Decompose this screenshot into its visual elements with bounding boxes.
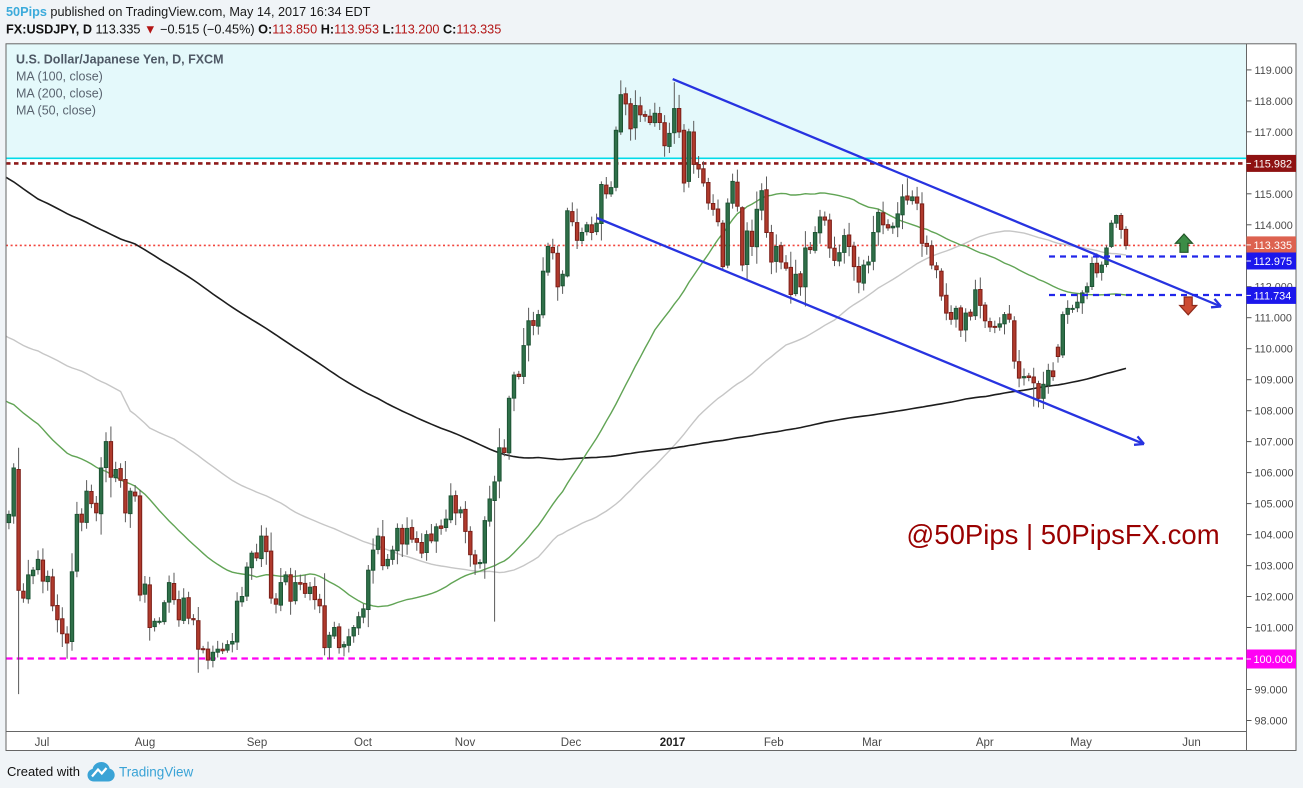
- svg-text:MA (200, close): MA (200, close): [16, 87, 103, 101]
- svg-text:110.000: 110.000: [1255, 344, 1293, 356]
- svg-text:May: May: [1070, 737, 1092, 749]
- svg-text:119.000: 119.000: [1255, 65, 1293, 77]
- svg-text:103.000: 103.000: [1255, 561, 1294, 573]
- svg-text:107.000: 107.000: [1255, 437, 1294, 449]
- svg-text:MA (50, close): MA (50, close): [16, 104, 96, 118]
- svg-text:FX:USDJPY, D 113.335 ▼ −0.515: FX:USDJPY, D 113.335 ▼ −0.515 (−0.45%) O…: [6, 23, 501, 37]
- svg-text:Nov: Nov: [455, 737, 476, 749]
- svg-text:Jul: Jul: [35, 737, 50, 749]
- svg-text:Created with: Created with: [7, 764, 80, 779]
- svg-text:108.000: 108.000: [1255, 406, 1294, 418]
- svg-text:114.000: 114.000: [1255, 220, 1293, 232]
- svg-text:Feb: Feb: [764, 737, 784, 749]
- svg-text:100.000: 100.000: [1254, 654, 1293, 666]
- svg-text:2017: 2017: [660, 737, 686, 749]
- svg-text:Mar: Mar: [862, 737, 882, 749]
- svg-text:115.000: 115.000: [1255, 189, 1293, 201]
- svg-text:98.000: 98.000: [1255, 716, 1288, 728]
- svg-text:101.000: 101.000: [1255, 623, 1294, 635]
- svg-text:111.734: 111.734: [1254, 291, 1292, 303]
- svg-text:Aug: Aug: [135, 737, 155, 749]
- svg-text:118.000: 118.000: [1255, 96, 1293, 108]
- svg-text:105.000: 105.000: [1255, 499, 1294, 511]
- svg-text:115.982: 115.982: [1254, 159, 1293, 171]
- svg-text:Apr: Apr: [976, 737, 994, 749]
- svg-text:Dec: Dec: [561, 737, 582, 749]
- svg-text:111.000: 111.000: [1255, 313, 1292, 325]
- svg-text:Oct: Oct: [354, 737, 373, 749]
- svg-text:112.975: 112.975: [1254, 256, 1293, 268]
- svg-text:Sep: Sep: [247, 737, 267, 749]
- svg-text:117.000: 117.000: [1255, 127, 1293, 139]
- svg-text:102.000: 102.000: [1255, 592, 1294, 604]
- svg-text:113.335: 113.335: [1254, 240, 1293, 252]
- svg-text:106.000: 106.000: [1255, 468, 1294, 480]
- svg-text:U.S. Dollar/Japanese Yen, D, F: U.S. Dollar/Japanese Yen, D, FXCM: [16, 53, 223, 67]
- svg-text:99.000: 99.000: [1255, 685, 1288, 697]
- svg-text:Jun: Jun: [1182, 737, 1201, 749]
- svg-text:50Pips published on TradingVie: 50Pips published on TradingView.com, May…: [6, 5, 371, 19]
- svg-text:TradingView: TradingView: [119, 765, 194, 780]
- svg-text:104.000: 104.000: [1255, 530, 1294, 542]
- svg-text:@50Pips | 50PipsFX.com: @50Pips | 50PipsFX.com: [906, 519, 1219, 550]
- svg-text:MA (100, close): MA (100, close): [16, 70, 103, 84]
- svg-text:109.000: 109.000: [1255, 375, 1294, 387]
